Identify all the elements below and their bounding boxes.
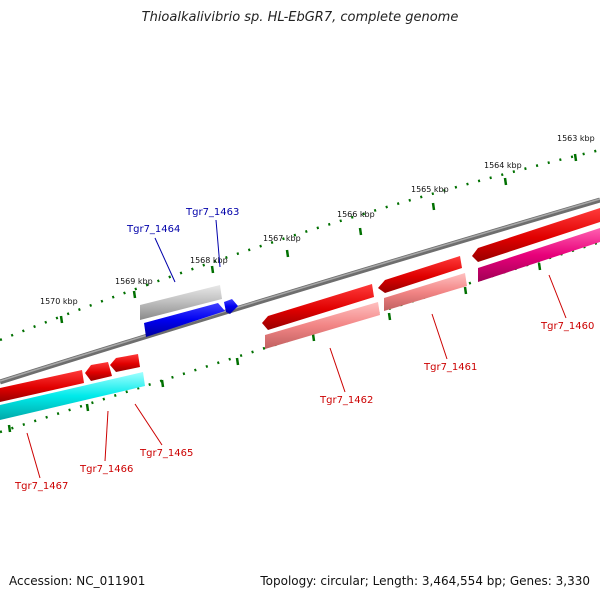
scale-label-1567: 1567 kbp	[263, 234, 301, 243]
outer-major-ticks	[59, 153, 578, 324]
gene-label-tgr7-1461[interactable]: Tgr7_1461	[423, 362, 477, 373]
gene-label-tgr7-1462[interactable]: Tgr7_1462	[319, 395, 373, 406]
leader-lines	[26, 219, 567, 479]
gene-arrow-tgr7-1467-red[interactable]	[0, 370, 84, 402]
gene-arrow-tgr7-1462[interactable]	[265, 302, 380, 349]
scale-label-1568: 1568 kbp	[190, 256, 228, 265]
inner-major-ticks	[7, 262, 542, 433]
gene-arrow-tgr7-1460[interactable]	[478, 228, 600, 282]
scale-label-1563: 1563 kbp	[557, 134, 595, 143]
scale-label-1566: 1566 kbp	[337, 210, 375, 219]
gene-arrow-tgr7-1463[interactable]	[224, 299, 238, 314]
gene-arrow-tgr7-1464[interactable]	[140, 285, 222, 320]
gene-arrow-tgr7-1466[interactable]	[85, 362, 112, 381]
gene-arrow-blue-large[interactable]	[144, 303, 225, 337]
scale-label-1565: 1565 kbp	[411, 185, 449, 194]
scale-label-1564: 1564 kbp	[484, 161, 522, 170]
scale-label-1570: 1570 kbp	[40, 297, 78, 306]
scale-label-1569: 1569 kbp	[115, 277, 153, 286]
gene-arrow-tgr7-1461[interactable]	[384, 273, 467, 311]
gene-arrow-tgr7-1465[interactable]	[110, 354, 140, 372]
gene-label-tgr7-1467[interactable]: Tgr7_1467	[14, 481, 68, 492]
accession-text: Accession: NC_011901	[9, 574, 146, 588]
gene-arrow-red-1462-top[interactable]	[262, 284, 374, 330]
gene-arrow-red-right[interactable]	[472, 208, 600, 262]
gene-arrow-cyan[interactable]	[0, 372, 145, 420]
genome-title: Thioalkalivibrio sp. HL-EbGR7, complete …	[141, 10, 459, 25]
genome-summary-text: Topology: circular; Length: 3,464,554 bp…	[260, 574, 590, 588]
gene-arrow-red-1461-top[interactable]	[378, 256, 462, 293]
gene-label-tgr7-1465[interactable]: Tgr7_1465	[139, 448, 193, 459]
gene-label-tgr7-1460[interactable]: Tgr7_1460	[540, 321, 594, 332]
gene-label-tgr7-1463[interactable]: Tgr7_1463	[185, 207, 239, 218]
gene-label-tgr7-1466[interactable]: Tgr7_1466	[79, 464, 133, 475]
genome-backbone	[0, 197, 600, 385]
gene-label-tgr7-1464[interactable]: Tgr7_1464	[126, 224, 180, 235]
